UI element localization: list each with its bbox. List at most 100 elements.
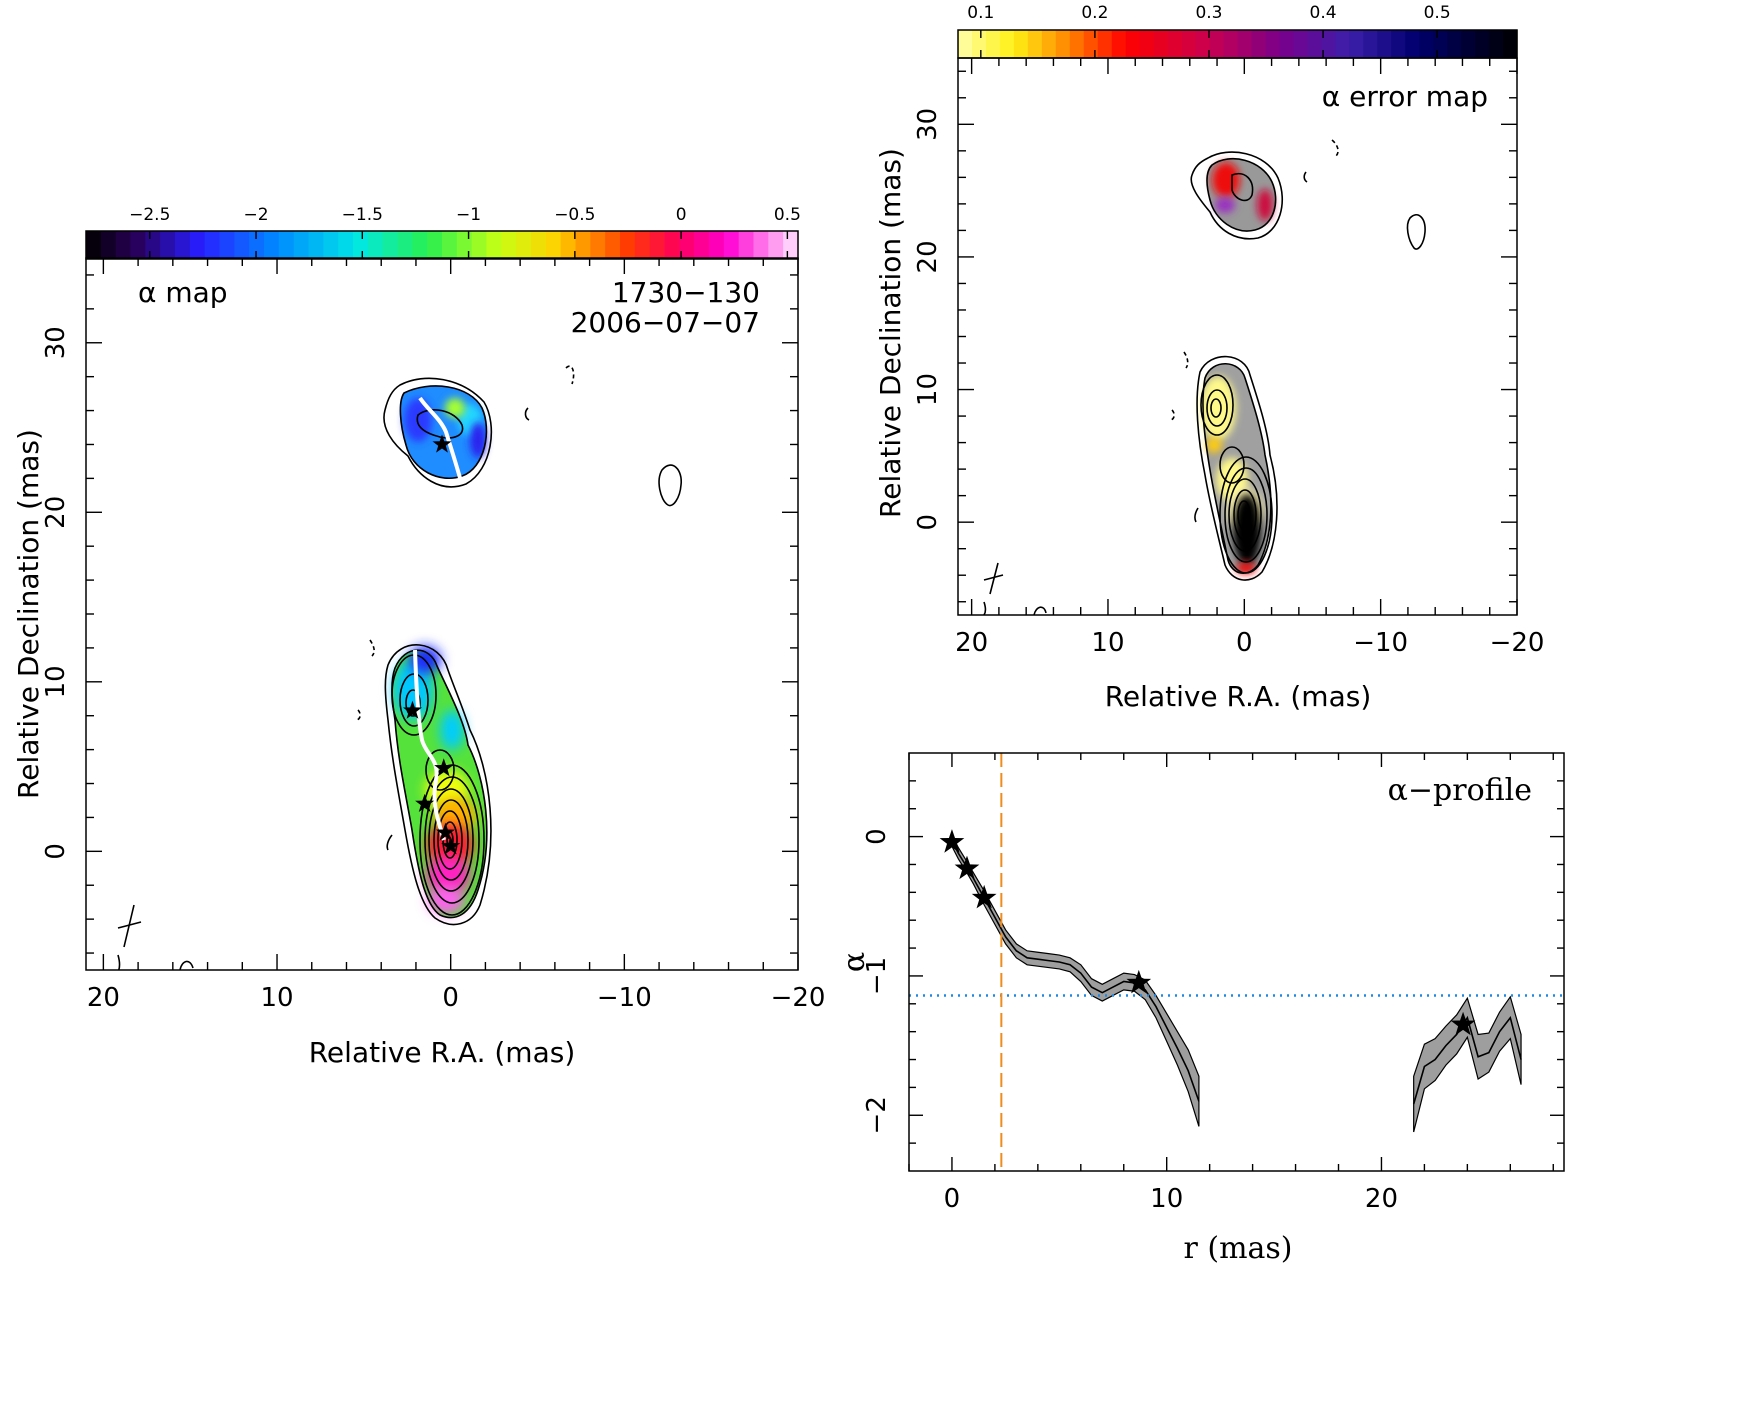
error-ylabel: Relative Declination (mas) <box>874 148 907 518</box>
colorbar-segment <box>1223 30 1239 58</box>
profile-panel: 0 10 20 0 −1 −2 α−profile r (mas) α <box>837 752 1565 1266</box>
error-xtick-label: −20 <box>1490 628 1545 658</box>
colorbar-segment <box>442 231 458 259</box>
profile-star <box>939 829 965 853</box>
colorbar-segment <box>649 231 666 259</box>
colorbar-tick-label: 0.1 <box>967 3 994 23</box>
profile-ytick-label: 0 <box>862 828 892 845</box>
colorbar-segment <box>1153 30 1169 58</box>
colorbar-segment <box>1195 30 1211 58</box>
error-map-image <box>983 139 1426 615</box>
colorbar-segment <box>1069 30 1085 58</box>
alpha-ylabel: Relative Declination (mas) <box>12 429 45 799</box>
colorbar-segment <box>560 231 577 259</box>
alpha-colorbar: −2.5 −2 −1.5 −1 −0.5 0 0.5 <box>85 205 801 260</box>
colorbar-tick-label: −1 <box>456 205 481 225</box>
colorbar-segment <box>958 30 973 58</box>
colorbar-tick-label: 0.3 <box>1195 3 1222 23</box>
error-ytick-label: 20 <box>913 240 943 273</box>
colorbar-tick-label: 0.4 <box>1310 3 1337 23</box>
colorbar-tick-label: −0.5 <box>554 205 595 225</box>
colorbar-segment <box>753 231 769 259</box>
profile-xlabel: r (mas) <box>1183 1231 1292 1266</box>
profile-xtick-label: 10 <box>1150 1184 1183 1214</box>
colorbar-segment <box>308 231 324 259</box>
colorbar-segment <box>189 231 206 259</box>
colorbar-segment <box>175 231 191 259</box>
colorbar-segment <box>115 231 132 259</box>
colorbar-segment <box>531 231 547 259</box>
error-colorbar: 0.1 0.2 0.3 0.4 0.5 <box>957 3 1518 59</box>
colorbar-tick-label: −2.5 <box>129 205 170 225</box>
colorbar-segment <box>1111 30 1127 58</box>
error-map-contours <box>983 139 1426 615</box>
colorbar-segment <box>1321 30 1336 58</box>
colorbar-segment <box>664 231 680 259</box>
colorbar-segment <box>783 231 799 259</box>
profile-ytick-label: −2 <box>862 1096 892 1134</box>
colorbar-segment <box>264 231 280 259</box>
profile-line <box>1412 1015 1522 1105</box>
colorbar-tick-label: −2 <box>243 205 268 225</box>
colorbar-segment <box>1083 30 1099 58</box>
colorbar-segment <box>971 30 987 58</box>
colorbar-segment <box>679 231 695 259</box>
profile-ylabel: α <box>837 952 872 972</box>
colorbar-segment <box>1209 30 1225 58</box>
colorbar-segment <box>738 231 755 259</box>
colorbar-segment <box>545 231 562 259</box>
colorbar-segment <box>278 231 295 259</box>
colorbar-segment <box>1391 30 1406 58</box>
colorbar-segment <box>367 231 384 259</box>
colorbar-segment <box>1489 30 1504 58</box>
colorbar-tick-label: 0.2 <box>1081 3 1108 23</box>
profile-xtick-label: 20 <box>1365 1184 1398 1214</box>
colorbar-segment <box>1027 30 1043 58</box>
alpha-beam-marker <box>117 904 142 948</box>
colorbar-segment <box>1349 30 1364 58</box>
alpha-map-contours <box>117 365 682 970</box>
colorbar-segment <box>1125 30 1141 58</box>
colorbar-segment <box>323 231 339 259</box>
alpha-map-image <box>117 365 682 970</box>
colorbar-segment <box>1335 30 1350 58</box>
profile-error-band <box>951 834 1200 1127</box>
observation-date: 2006−07−07 <box>571 306 760 339</box>
error-map-label: α error map <box>1322 80 1488 113</box>
alpha-ridge-line <box>413 396 462 841</box>
alpha-map-panel: −2.5 −2 −1.5 −1 −0.5 0 0.5 <box>12 205 825 1069</box>
colorbar-segment <box>1293 30 1308 58</box>
colorbar-segment <box>1279 30 1294 58</box>
colorbar-segment <box>1055 30 1071 58</box>
colorbar-segment <box>86 231 102 259</box>
colorbar-segment <box>130 231 146 259</box>
alpha-xtick-label: 0 <box>442 983 459 1013</box>
colorbar-segment <box>1433 30 1448 58</box>
alpha-xtick-label: −10 <box>597 983 652 1013</box>
colorbar-segment <box>100 231 117 259</box>
alpha-map-label: α map <box>138 276 228 309</box>
colorbar-segment <box>234 231 250 259</box>
colorbar-segment <box>1447 30 1462 58</box>
error-xtick-label: 10 <box>1091 628 1124 658</box>
error-ytick-label: 0 <box>913 514 943 531</box>
colorbar-segment <box>249 231 265 259</box>
error-ytick-label: 10 <box>913 373 943 406</box>
profile-xtick-label: 0 <box>944 1184 961 1214</box>
colorbar-segment <box>516 231 532 259</box>
error-north-component <box>1206 158 1276 231</box>
colorbar-segment <box>1377 30 1392 58</box>
colorbar-segment <box>1265 30 1281 58</box>
colorbar-segment <box>1307 30 1322 58</box>
colorbar-segment <box>634 231 651 259</box>
colorbar-segment <box>1041 30 1057 58</box>
error-xlabel: Relative R.A. (mas) <box>1105 680 1372 713</box>
colorbar-tick-label: 0.5 <box>1424 3 1451 23</box>
colorbar-segment <box>219 231 235 259</box>
error-xtick-label: −10 <box>1353 628 1408 658</box>
profile-ytick-label: −1 <box>862 957 892 995</box>
colorbar-segment <box>575 231 591 259</box>
colorbar-segment <box>353 231 369 259</box>
colorbar-segment <box>1181 30 1197 58</box>
colorbar-segment <box>501 231 517 259</box>
